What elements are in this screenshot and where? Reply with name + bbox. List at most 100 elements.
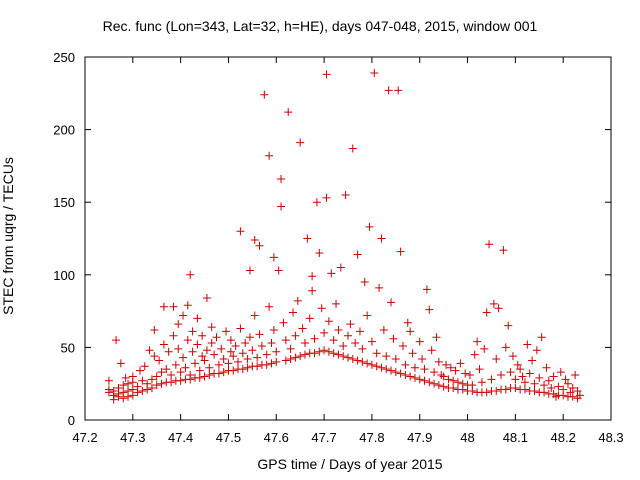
data-point xyxy=(174,320,183,329)
data-point xyxy=(298,324,307,333)
data-point xyxy=(315,249,324,258)
data-point xyxy=(353,356,362,365)
data-point xyxy=(334,325,343,334)
data-point xyxy=(193,314,202,323)
data-point xyxy=(410,373,419,382)
x-tick-label: 47.9 xyxy=(407,430,432,445)
data-point xyxy=(253,353,262,362)
data-point xyxy=(179,311,188,320)
data-point xyxy=(439,372,448,381)
data-point xyxy=(363,311,372,320)
data-point xyxy=(210,350,219,359)
data-point xyxy=(174,344,183,353)
data-point xyxy=(418,355,427,364)
data-point xyxy=(236,227,245,236)
data-point xyxy=(473,337,482,346)
data-point xyxy=(449,384,458,393)
data-point xyxy=(207,339,216,348)
data-point xyxy=(224,359,233,368)
data-point xyxy=(143,379,152,388)
data-point xyxy=(396,369,405,378)
data-point xyxy=(315,347,324,356)
data-point xyxy=(525,369,534,378)
data-point xyxy=(367,337,376,346)
data-point xyxy=(274,266,283,275)
data-point xyxy=(121,373,130,382)
x-tick-label: 47.3 xyxy=(120,430,145,445)
data-point xyxy=(262,360,271,369)
data-point xyxy=(255,330,264,339)
data-point xyxy=(138,386,147,395)
data-point xyxy=(179,353,188,362)
data-point xyxy=(229,366,238,375)
data-point xyxy=(140,362,149,371)
data-point xyxy=(269,253,278,262)
data-point xyxy=(344,353,352,362)
data-point xyxy=(198,331,207,340)
data-point xyxy=(279,318,288,327)
data-point xyxy=(406,372,415,381)
data-point xyxy=(518,372,527,381)
data-point xyxy=(508,352,517,361)
data-point xyxy=(348,355,357,364)
data-point xyxy=(453,378,462,387)
data-point xyxy=(523,340,532,349)
data-point xyxy=(528,356,537,365)
data-point xyxy=(241,339,250,348)
data-point xyxy=(229,352,238,361)
data-point xyxy=(375,283,384,292)
data-point xyxy=(344,331,352,340)
data-point xyxy=(360,278,369,287)
data-point xyxy=(320,346,329,355)
data-point xyxy=(190,359,199,368)
data-point xyxy=(425,378,434,387)
data-point xyxy=(575,391,584,400)
data-point xyxy=(477,378,486,387)
data-point xyxy=(243,355,252,364)
data-point xyxy=(245,333,254,342)
data-point xyxy=(186,370,195,379)
data-point xyxy=(346,320,355,329)
data-point xyxy=(243,363,252,372)
data-point xyxy=(442,360,451,369)
data-point xyxy=(300,350,309,359)
data-point xyxy=(138,376,147,385)
data-point xyxy=(504,321,513,330)
data-point xyxy=(573,386,582,395)
data-point xyxy=(446,363,455,372)
data-point xyxy=(303,234,312,243)
data-point xyxy=(176,368,185,377)
data-point xyxy=(384,86,393,95)
data-point xyxy=(169,331,178,340)
data-point xyxy=(499,246,508,255)
y-axis-label: STEC from uqrg / TECUs xyxy=(0,157,16,315)
data-point xyxy=(353,250,362,259)
data-point xyxy=(150,325,159,334)
x-tick-label: 48.3 xyxy=(598,430,623,445)
data-point xyxy=(377,234,386,243)
x-tick-label: 47.2 xyxy=(72,430,97,445)
data-point xyxy=(176,376,185,385)
data-point xyxy=(272,357,281,366)
data-point xyxy=(430,379,439,388)
data-point xyxy=(277,174,286,183)
data-point xyxy=(205,363,214,372)
data-point xyxy=(324,317,333,326)
data-point xyxy=(561,375,570,384)
data-point xyxy=(382,365,391,374)
data-point xyxy=(128,372,137,381)
data-point xyxy=(511,384,520,393)
data-point xyxy=(200,372,209,381)
data-point xyxy=(537,333,546,342)
data-point xyxy=(396,247,405,256)
data-point xyxy=(497,370,506,379)
data-point xyxy=(164,347,173,356)
data-point xyxy=(267,339,276,348)
data-point xyxy=(167,370,176,379)
data-point xyxy=(124,386,133,395)
data-point xyxy=(415,337,424,346)
data-point xyxy=(511,375,520,384)
y-tick-label: 100 xyxy=(53,268,75,283)
data-point xyxy=(554,382,563,391)
data-point xyxy=(284,108,293,117)
